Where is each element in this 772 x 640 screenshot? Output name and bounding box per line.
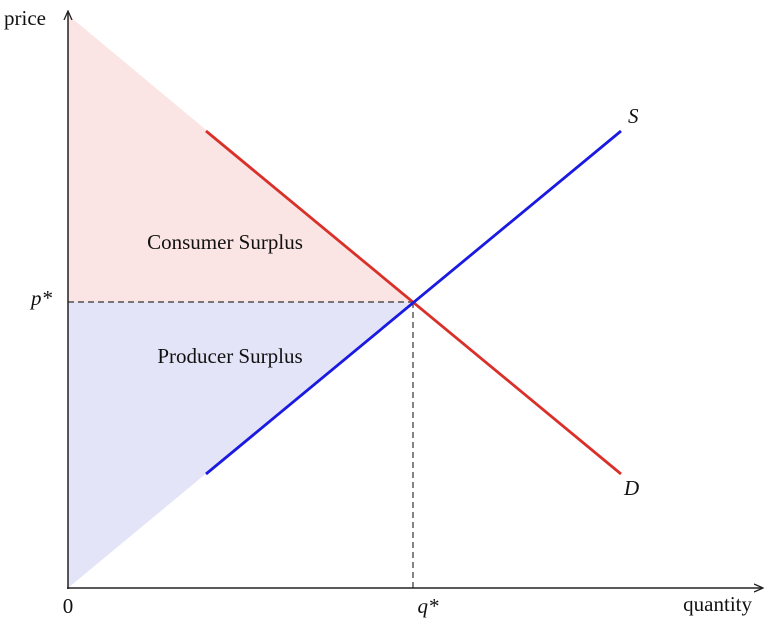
- supply-curve: [205, 129, 622, 476]
- consumer-surplus-label: Consumer Surplus: [147, 230, 303, 254]
- y-axis-label: price: [4, 6, 46, 30]
- price-label: p*: [29, 286, 53, 310]
- x-axis-label: quantity: [683, 592, 752, 616]
- origin-label: 0: [63, 594, 74, 618]
- producer-surplus-label: Producer Surplus: [157, 344, 302, 368]
- demand-label: D: [623, 476, 639, 500]
- supply-label: S: [628, 104, 639, 128]
- quantity-label: q*: [418, 594, 440, 618]
